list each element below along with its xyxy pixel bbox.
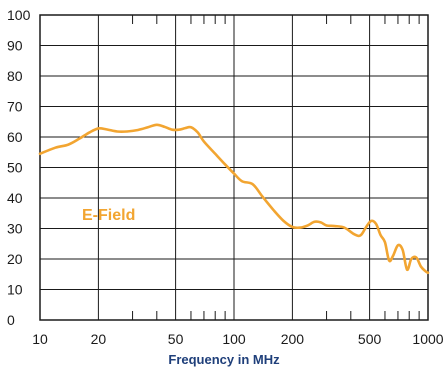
x-tick-label-500: 500 [358,331,382,347]
x-axis-tick-labels: 10 20 50 100 200 500 1000 [32,331,444,347]
y-tick-label-0: 0 [7,312,15,328]
y-tick-label-70: 70 [7,99,23,115]
y-axis-tick-labels: 0 10 20 30 40 50 60 70 80 90 100 [7,7,31,328]
y-tick-label-100: 100 [7,7,31,23]
y-tick-label-30: 30 [7,221,23,237]
series-line-efield [38,123,430,275]
x-tick-label-1000: 1000 [412,331,443,347]
y-tick-label-10: 10 [7,282,23,298]
y-tick-label-20: 20 [7,251,23,267]
y-tick-label-60: 60 [7,129,23,145]
x-tick-label-100: 100 [222,331,246,347]
x-tick-label-20: 20 [91,331,107,347]
x-tick-label-50: 50 [168,331,184,347]
x-axis-label: Frequency in MHz [168,352,280,367]
x-tick-label-10: 10 [32,331,48,347]
x-tick-label-200: 200 [281,331,305,347]
minor-tick-marks [132,15,420,320]
y-tick-label-80: 80 [7,68,23,84]
plot-frame [39,14,429,321]
grid [40,15,428,320]
series-layer [38,123,430,275]
y-tick-label-50: 50 [7,160,23,176]
y-tick-label-90: 90 [7,38,23,54]
y-tick-label-40: 40 [7,190,23,206]
series-label-efield: E-Field [82,207,135,224]
